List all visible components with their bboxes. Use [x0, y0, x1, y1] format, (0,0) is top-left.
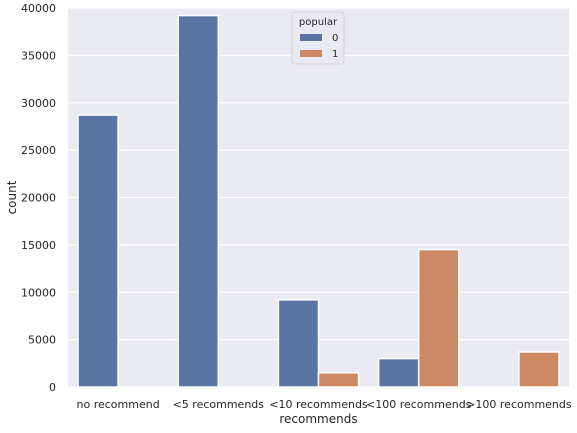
bar-0	[77, 114, 119, 388]
x-axis-label: recommends	[279, 412, 357, 426]
x-tick-label: no recommend	[77, 398, 160, 411]
legend-swatch-0	[300, 34, 322, 41]
bar-1	[417, 248, 460, 388]
bar-0	[377, 357, 420, 388]
y-tick-label: 5000	[28, 334, 56, 347]
x-tick-labels: no recommend <5 recommends <10 recommends<…	[77, 398, 572, 411]
bar-1	[518, 351, 560, 388]
legend-label-0: 0	[332, 33, 338, 44]
legend-label-1: 1	[332, 49, 338, 60]
legend-title: popular	[299, 17, 338, 28]
y-tick-labels: 0 5000 10000 15000 20000 25000 30000 35000 40000	[21, 2, 56, 394]
y-tick-label: 10000	[21, 286, 56, 299]
x-tick-label: <5 recommends	[173, 398, 265, 411]
y-tick-label: 20000	[21, 192, 56, 205]
bar-1	[317, 372, 360, 388]
bar-0	[177, 14, 220, 388]
y-tick-label: 30000	[21, 97, 56, 110]
legend-swatch-1	[300, 50, 322, 57]
x-tick-label: >100 recommends	[466, 398, 572, 411]
x-tick-label: <10 recommends	[269, 398, 368, 411]
x-tick-label: <100 recommends	[366, 398, 472, 411]
y-tick-label: 0	[49, 381, 56, 394]
bars	[77, 14, 560, 388]
y-tick-label: 15000	[21, 239, 56, 252]
y-tick-label: 40000	[21, 2, 56, 15]
legend: popular 0 1	[291, 11, 345, 65]
y-tick-label: 35000	[21, 49, 56, 62]
y-axis-label: count	[5, 180, 19, 214]
bar-0	[277, 299, 320, 388]
y-tick-label: 25000	[21, 144, 56, 157]
